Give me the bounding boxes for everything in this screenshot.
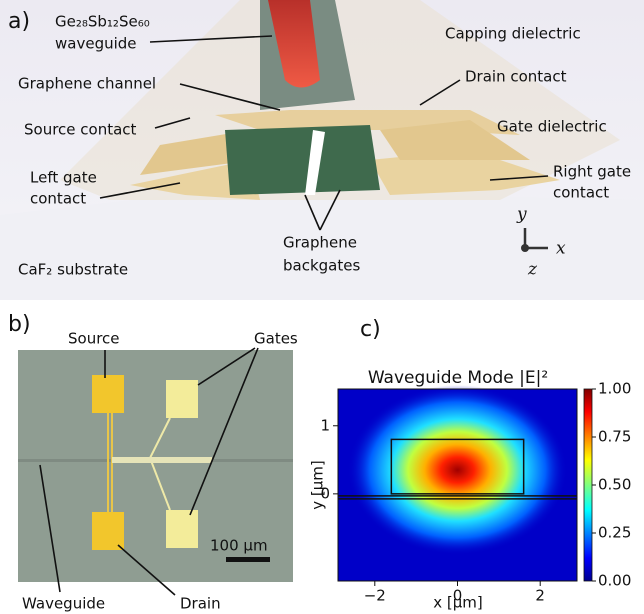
mode-field (348, 385, 568, 555)
scale-bar-label: 100 μm (210, 537, 268, 555)
axis-label: y (516, 205, 527, 225)
colorbar-tick-label: 0.75 (598, 428, 631, 446)
colorbar-tick-label: 0.00 (598, 572, 631, 590)
annotation: Graphene channel (18, 75, 156, 93)
axis-label: x (556, 239, 566, 259)
colorbar (584, 389, 592, 581)
annotation: contact (30, 190, 86, 208)
annotation: Gate dielectric (497, 118, 607, 136)
annotation: Capping dielectric (445, 25, 581, 43)
axis-label: z (527, 260, 538, 280)
annotation: Gates (254, 330, 298, 348)
annotation: CaF₂ substrate (18, 261, 128, 279)
annotation: Right gate (553, 163, 631, 181)
annotation: Ge₂₈Sb₁₂Se₆₀ (55, 13, 150, 31)
panel-label: b) (8, 312, 31, 337)
annotation: Source contact (24, 121, 137, 139)
annotation: contact (553, 184, 609, 202)
annotation: Graphene (283, 234, 357, 252)
annotation: Waveguide (22, 595, 105, 613)
y-tick-label: 1 (320, 416, 330, 434)
annotation: backgates (283, 257, 360, 275)
annotation: Drain contact (465, 68, 567, 86)
colorbar-tick-label: 0.50 (598, 476, 631, 494)
x-tick-label: 2 (535, 587, 545, 605)
annotation: Left gate (30, 169, 97, 187)
panel-label: c) (360, 317, 381, 342)
x-tick-label: 0 (453, 587, 463, 605)
y-tick-label: 0 (320, 484, 330, 502)
annotation: Source (68, 330, 120, 348)
annotation: Drain (180, 595, 221, 613)
panel-label: a) (8, 9, 30, 34)
colorbar-tick-label: 0.25 (598, 524, 631, 542)
annotation: waveguide (55, 35, 137, 53)
x-tick-label: −2 (364, 587, 386, 605)
colorbar-tick-label: 1.00 (598, 380, 631, 398)
chart-title: Waveguide Mode |E|² (368, 368, 548, 388)
figure: a) Ge₂₈Sb₁₂Se₆₀ waveguide Capping dielec… (0, 0, 644, 614)
heatmap (338, 385, 577, 581)
